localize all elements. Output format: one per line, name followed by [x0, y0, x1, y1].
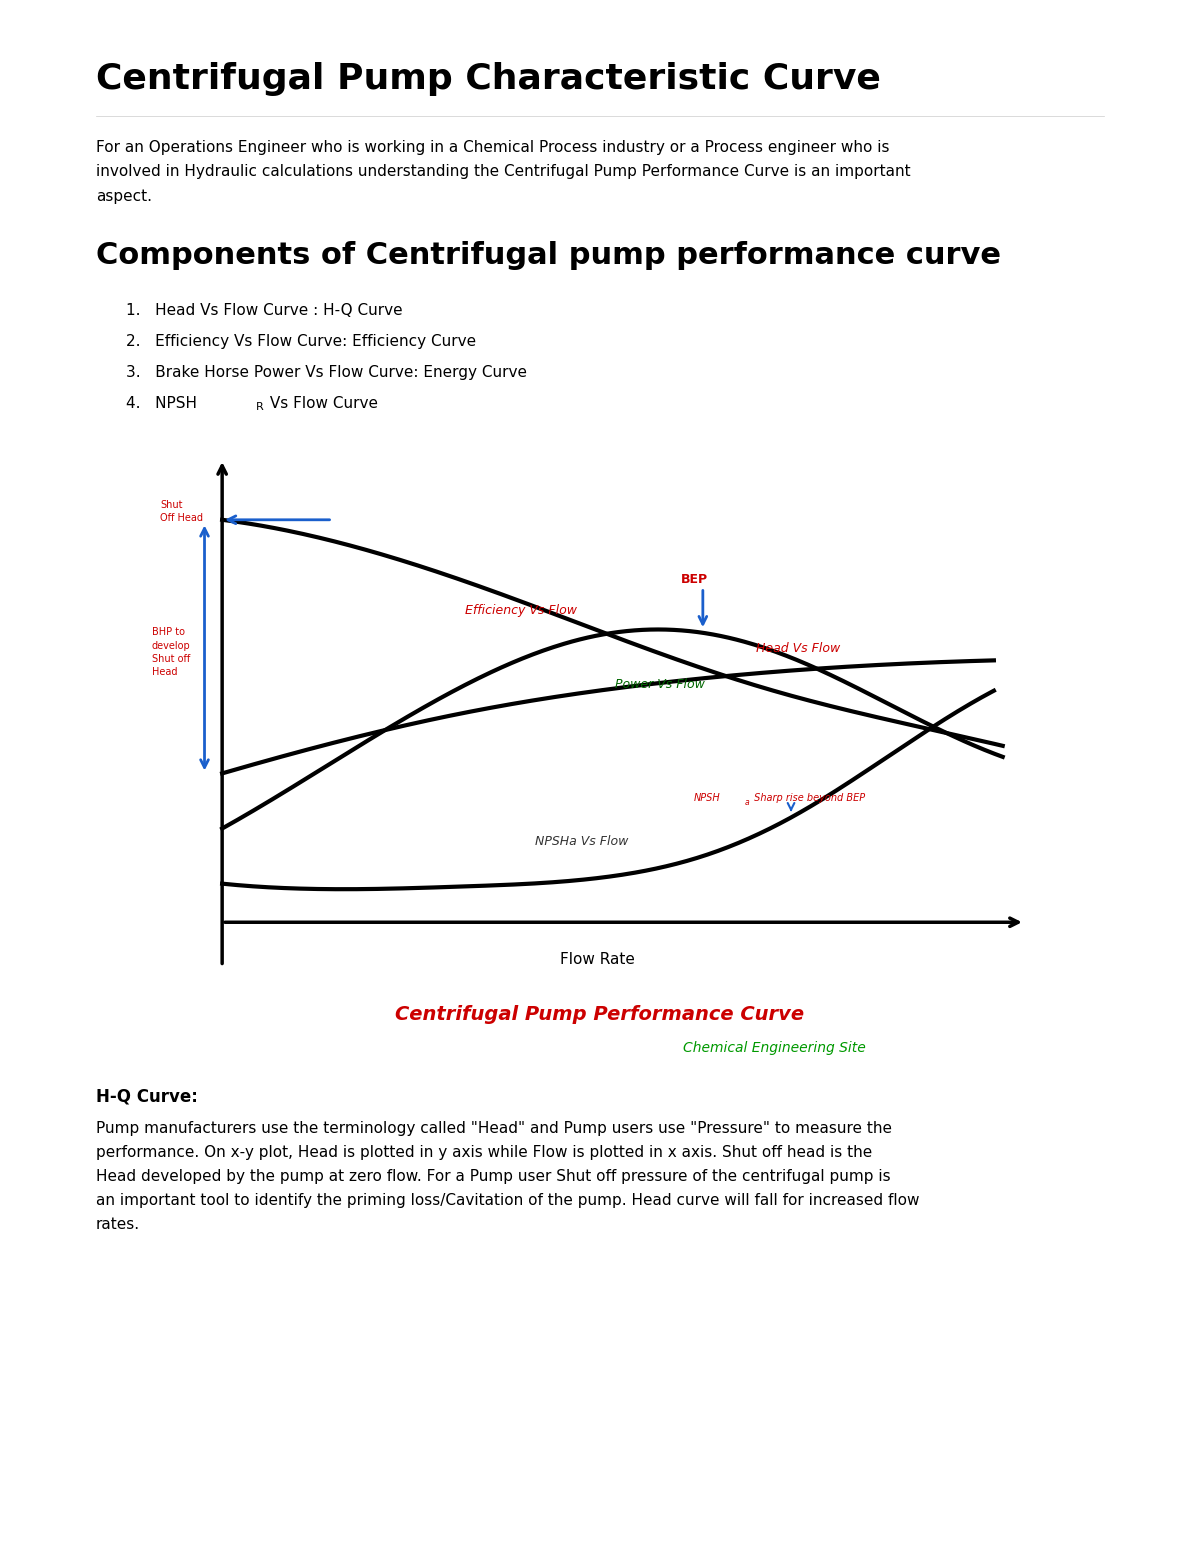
- Text: 3.   Brake Horse Power Vs Flow Curve: Energy Curve: 3. Brake Horse Power Vs Flow Curve: Ener…: [126, 365, 527, 380]
- Text: Pump manufacturers use the terminology called "Head" and Pump users use "Pressur: Pump manufacturers use the terminology c…: [96, 1121, 919, 1232]
- Text: Head Vs Flow: Head Vs Flow: [756, 641, 840, 655]
- Text: BEP: BEP: [680, 573, 708, 585]
- Text: 1.   Head Vs Flow Curve : H-Q Curve: 1. Head Vs Flow Curve : H-Q Curve: [126, 303, 403, 318]
- Text: H-Q Curve:: H-Q Curve:: [96, 1087, 198, 1106]
- Text: Chemical Engineering Site: Chemical Engineering Site: [683, 1041, 865, 1054]
- Text: Power Vs Flow: Power Vs Flow: [614, 679, 704, 691]
- Text: BHP to
develop
Shut off
Head: BHP to develop Shut off Head: [151, 627, 191, 677]
- Text: Components of Centrifugal pump performance curve: Components of Centrifugal pump performan…: [96, 241, 1001, 270]
- Text: Sharp rise beyond BEP: Sharp rise beyond BEP: [751, 794, 865, 803]
- Text: 2.   Efficiency Vs Flow Curve: Efficiency Curve: 2. Efficiency Vs Flow Curve: Efficiency …: [126, 334, 476, 349]
- Text: NPSH: NPSH: [694, 794, 721, 803]
- Text: NPSHa Vs Flow: NPSHa Vs Flow: [535, 836, 629, 848]
- Text: Vs Flow Curve: Vs Flow Curve: [265, 396, 378, 412]
- Text: Centrifugal Pump Performance Curve: Centrifugal Pump Performance Curve: [396, 1005, 804, 1023]
- Text: R: R: [256, 402, 263, 412]
- Text: For an Operations Engineer who is working in a Chemical Process industry or a Pr: For an Operations Engineer who is workin…: [96, 140, 911, 203]
- Text: Efficiency Vs Flow: Efficiency Vs Flow: [464, 604, 577, 617]
- Text: a: a: [745, 798, 750, 808]
- Text: Flow Rate: Flow Rate: [559, 952, 635, 966]
- Text: Shut
Off Head: Shut Off Head: [161, 500, 204, 523]
- Text: 4.   NPSH: 4. NPSH: [126, 396, 197, 412]
- Text: Centrifugal Pump Characteristic Curve: Centrifugal Pump Characteristic Curve: [96, 62, 881, 96]
